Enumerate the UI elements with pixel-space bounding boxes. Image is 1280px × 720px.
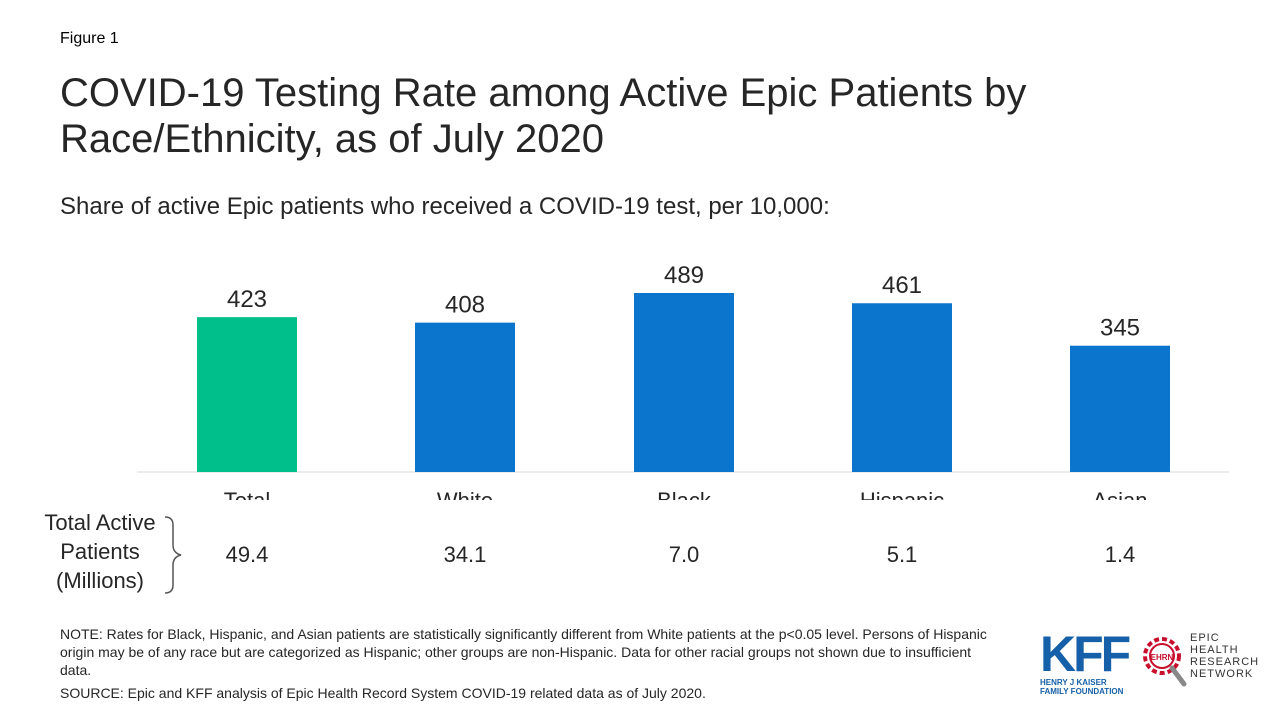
bar-hispanic — [852, 303, 952, 472]
bar-total — [197, 317, 297, 472]
category-label-black: Black — [657, 488, 712, 500]
totals-label-line1: Total Active — [44, 510, 156, 535]
bar-white — [415, 322, 515, 472]
kff-logo-text: KFF — [1040, 626, 1131, 682]
totals-label-line3: (Millions) — [56, 568, 144, 593]
brace-icon — [164, 516, 182, 594]
gear-magnifier-icon: EHRN — [1143, 637, 1187, 687]
ehrn-badge-text: EHRN — [1151, 653, 1174, 662]
category-label-asian: Asian — [1092, 488, 1147, 500]
category-label-hispanic: Hispanic — [860, 488, 944, 500]
kff-sub-line1: HENRY J KAISER — [1040, 678, 1107, 687]
data-label-black: 489 — [664, 262, 704, 289]
ehrn-logo: EHRN EPIC HEALTH RESEARCH NETWORK — [1140, 632, 1275, 694]
ehrn-line3: RESEARCH — [1190, 656, 1260, 668]
bar-black — [634, 293, 734, 472]
totals-label-line2: Patients — [60, 539, 140, 564]
bar-asian — [1070, 345, 1170, 472]
ehrn-line1: EPIC — [1190, 632, 1220, 644]
totals-row-label: Total Active Patients (Millions) — [30, 508, 170, 595]
total-value-total: 49.4 — [225, 542, 269, 567]
kff-logo: KFF HENRY J KAISER FAMILY FOUNDATION — [1040, 626, 1140, 696]
kff-logo-subtitle: HENRY J KAISER FAMILY FOUNDATION — [1040, 678, 1140, 696]
ehrn-line2: HEALTH — [1190, 644, 1239, 656]
figure-label: Figure 1 — [60, 30, 119, 47]
total-value-hispanic: 5.1 — [886, 542, 918, 567]
category-label-white: White — [437, 488, 493, 500]
data-label-total: 423 — [227, 286, 267, 313]
bar-chart: 423 Total 408 White 489 Black 461 Hispanic 345 As… — [137, 262, 1229, 500]
total-value-black: 7.0 — [668, 542, 700, 567]
chart-subtitle: Share of active Epic patients who receiv… — [60, 193, 830, 220]
source-text: SOURCE: Epic and KFF analysis of Epic He… — [60, 685, 706, 701]
data-label-white: 408 — [445, 292, 485, 319]
total-value-white: 34.1 — [443, 542, 487, 567]
data-label-asian: 345 — [1100, 315, 1140, 342]
ehrn-line4: NETWORK — [1190, 668, 1254, 680]
note-text: NOTE: Rates for Black, Hispanic, and Asi… — [60, 626, 987, 678]
ehrn-logo-text: EPIC HEALTH RESEARCH NETWORK — [1190, 632, 1259, 680]
kff-sub-line2: FAMILY FOUNDATION — [1040, 687, 1124, 696]
total-value-asian: 1.4 — [1104, 542, 1136, 567]
chart-title: COVID-19 Testing Rate among Active Epic … — [60, 71, 1027, 161]
category-label-total: Total — [224, 488, 270, 500]
data-label-hispanic: 461 — [882, 272, 922, 299]
